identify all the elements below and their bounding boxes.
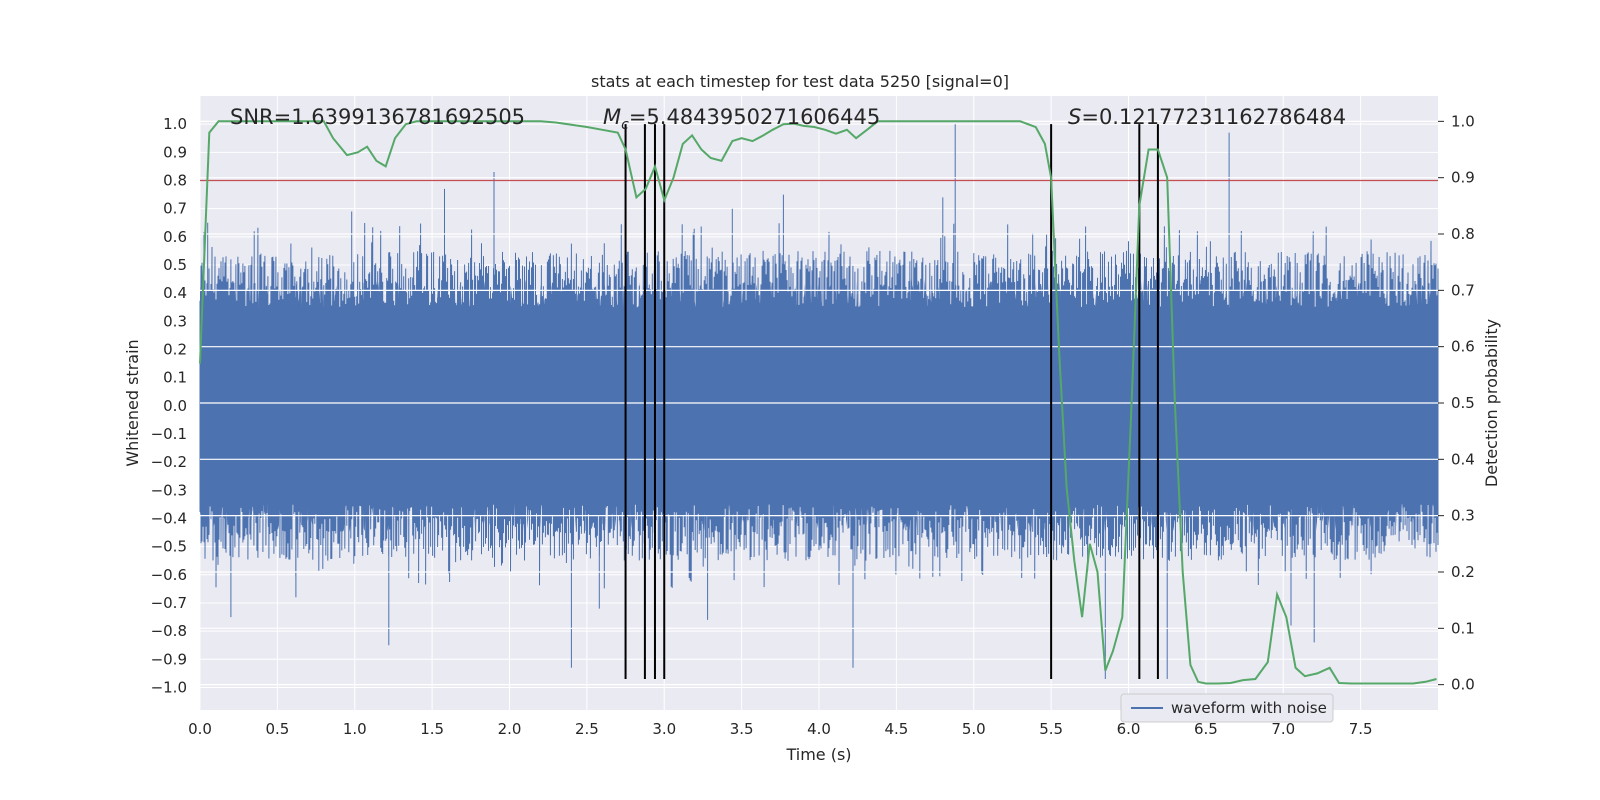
y2-tick-label: 0.1 [1451, 619, 1475, 637]
y2-tick-label: 0.6 [1451, 338, 1475, 356]
y-tick-label: 0.2 [163, 340, 187, 358]
y2-tick-label: 1.0 [1451, 112, 1475, 130]
y-tick-label: −0.5 [151, 538, 187, 556]
y-tick-label: 0.0 [163, 397, 187, 415]
y-tick-label: 0.6 [163, 228, 187, 246]
mc-annotation: Mc=5.4843950271606445 [603, 105, 880, 133]
y-tick-label: 0.4 [163, 284, 187, 302]
y-tick-label: 1.0 [163, 115, 187, 133]
x-tick-label: 2.0 [498, 720, 522, 738]
x-tick-label: 3.0 [652, 720, 676, 738]
y-tick-label: −0.1 [151, 425, 187, 443]
y2-tick-label: 0.5 [1451, 394, 1475, 412]
detection-probability-line [199, 120, 1437, 685]
s-annotation: S=0.12177231162786484 [1068, 105, 1346, 129]
x-axis-ticks: 0.0 0.5 1.0 1.5 2.0 2.5 3.0 3.5 4.0 4.5 5.0 5.5 6.0 6… [188, 720, 1372, 738]
grid-overlay [200, 120, 1438, 686]
x-axis-label: Time (s) [785, 745, 851, 764]
x-tick-label: 2.5 [575, 720, 599, 738]
x-tick-label: 7.0 [1271, 720, 1295, 738]
y-tick-label: −0.4 [151, 509, 187, 527]
y2-tick-label: 0.4 [1451, 450, 1475, 468]
x-tick-label: 6.5 [1194, 720, 1218, 738]
x-tick-label: 7.5 [1349, 720, 1373, 738]
x-tick-label: 5.5 [1039, 720, 1063, 738]
legend-label: waveform with noise [1171, 699, 1327, 717]
y2-axis-ticks: 0.0 0.1 0.2 0.3 0.4 0.5 0.6 0.7 0.8 0.9 1.0 [1438, 112, 1475, 694]
legend-box [1120, 693, 1334, 723]
s-symbol: S [1068, 105, 1081, 129]
y-tick-label: −0.6 [151, 566, 187, 584]
x-tick-label: 5.0 [962, 720, 986, 738]
chart-title: stats at each timestep for test data 525… [591, 72, 1009, 91]
y-tick-label: −0.7 [151, 594, 187, 612]
y-tick-label: −0.3 [151, 481, 187, 499]
x-tick-label: 4.0 [807, 720, 831, 738]
x-tick-label: 0.0 [188, 720, 212, 738]
y2-tick-label: 0.0 [1451, 676, 1475, 694]
s-value: =0.12177231162786484 [1081, 105, 1346, 129]
mc-symbol: M [603, 105, 621, 129]
y-tick-label: 0.1 [163, 369, 187, 387]
y-tick-label: 0.3 [163, 312, 187, 330]
y2-axis-label: Detection probability [1482, 319, 1501, 487]
x-tick-label: 1.0 [343, 720, 367, 738]
y2-tick-label: 0.9 [1451, 169, 1475, 187]
y2-tick-label: 0.7 [1451, 281, 1475, 299]
legend: waveform with noise [1120, 693, 1334, 723]
x-tick-label: 1.5 [420, 720, 444, 738]
x-tick-label: 6.0 [1117, 720, 1141, 738]
x-tick-label: 0.5 [265, 720, 289, 738]
y-tick-label: 0.5 [163, 256, 187, 274]
y-tick-label: 0.7 [163, 200, 187, 218]
y-tick-label: −1.0 [151, 678, 187, 696]
x-tick-label: 4.5 [884, 720, 908, 738]
x-tick-label: 3.5 [730, 720, 754, 738]
y-tick-label: −0.2 [151, 453, 187, 471]
y2-tick-label: 0.3 [1451, 507, 1475, 525]
y-tick-label: −0.9 [151, 650, 187, 668]
y-tick-label: 0.9 [163, 143, 187, 161]
y2-tick-label: 0.8 [1451, 225, 1475, 243]
y-axis-label: Whitened strain [123, 339, 142, 466]
snr-annotation: SNR=1.6399136781692505 [230, 105, 525, 129]
mc-value: =5.4843950271606445 [629, 105, 880, 129]
y-axis-ticks: −1.0 −0.9 −0.8 −0.7 −0.6 −0.5 −0.4 −0.3 −0.2 −0.1… [151, 115, 187, 696]
y-tick-label: −0.8 [151, 622, 187, 640]
y2-tick-label: 0.2 [1451, 563, 1475, 581]
y-tick-label: 0.8 [163, 171, 187, 189]
mc-subscript: c [621, 117, 629, 133]
